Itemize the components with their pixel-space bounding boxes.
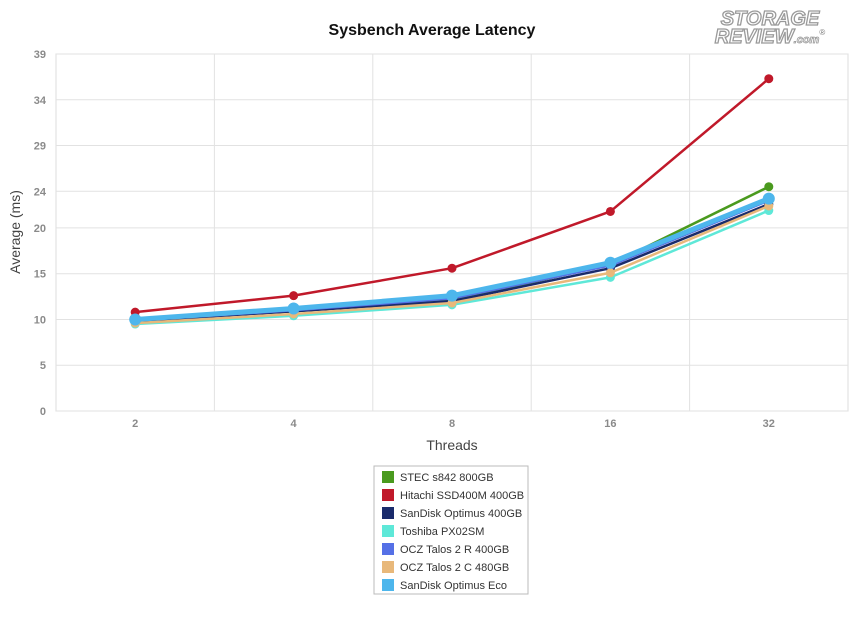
legend-swatch [382,507,394,519]
y-tick-label: 24 [34,186,47,198]
logo-suffix: .com [794,34,820,46]
y-tick-label: 5 [40,360,46,372]
legend-label: Hitachi SSD400M 400GB [400,490,524,502]
legend-item: SanDisk Optimus Eco [382,579,507,592]
series-line [133,77,771,314]
chart-title: Sysbench Average Latency [329,22,536,39]
legend-swatch [382,525,394,537]
legend-label: STEC s842 800GB [400,472,494,484]
y-axis-ticks: 0 5 10 15 20 24 29 34 39 [34,49,47,418]
y-axis-label: Average (ms) [7,190,23,274]
data-point [447,263,457,273]
data-point [764,74,774,84]
data-point [289,291,299,301]
data-point [129,313,142,326]
data-point [762,192,775,205]
data-point [446,289,458,302]
data-point [605,268,615,278]
series-6 [129,192,775,326]
data-point [764,182,774,192]
legend-item: SanDisk Optimus 400GB [382,507,522,520]
legend-item: OCZ Talos 2 R 400GB [382,543,509,556]
legend-item: OCZ Talos 2 C 480GB [382,561,509,574]
x-tick-label: 32 [763,418,775,430]
legend-label: SanDisk Optimus 400GB [400,508,522,520]
plot-border [55,53,849,412]
site-logo: STORAGE REVIEW.com® [714,7,826,48]
y-tick-label: 34 [34,95,47,107]
legend-label: Toshiba PX02SM [400,526,484,538]
logo-word: REVIEW [715,26,796,48]
y-tick-label: 20 [34,223,46,235]
y-tick-label: 29 [34,141,46,153]
y-tick-label: 10 [34,314,46,326]
legend-swatch [382,561,394,573]
legend-label: OCZ Talos 2 R 400GB [400,544,509,556]
legend-item: Hitachi SSD400M 400GB [382,489,524,502]
legend-label: SanDisk Optimus Eco [400,580,507,592]
legend-box [373,465,529,595]
x-axis-label: Threads [426,437,477,453]
legend-swatch [382,543,394,555]
legend-swatch [382,579,394,591]
x-tick-label: 8 [449,418,455,430]
series-layer [129,74,775,329]
logo-line-1: STORAGE [721,8,820,30]
legend-item: Toshiba PX02SM [382,525,484,538]
data-point [287,302,300,315]
data-point [604,256,617,269]
x-tick-label: 16 [604,418,616,430]
logo-line-2: REVIEW.com® [715,26,826,48]
legend: STEC s842 800GB Hitachi SSD400M 400GB SanD… [373,465,529,595]
series-1 [130,74,774,317]
grid [55,53,849,412]
x-tick-label: 4 [291,418,298,430]
y-tick-label: 39 [34,49,46,61]
legend-swatch [382,489,394,501]
legend-label: OCZ Talos 2 C 480GB [400,562,509,574]
legend-swatch [382,471,394,483]
x-axis-ticks: 2 4 8 16 32 [132,418,775,430]
data-point [605,206,615,216]
logo-registered-mark: ® [819,28,825,37]
legend-item: STEC s842 800GB [382,471,494,484]
y-tick-label: 15 [34,269,46,281]
y-tick-label: 0 [40,406,46,418]
x-tick-label: 2 [132,418,138,430]
